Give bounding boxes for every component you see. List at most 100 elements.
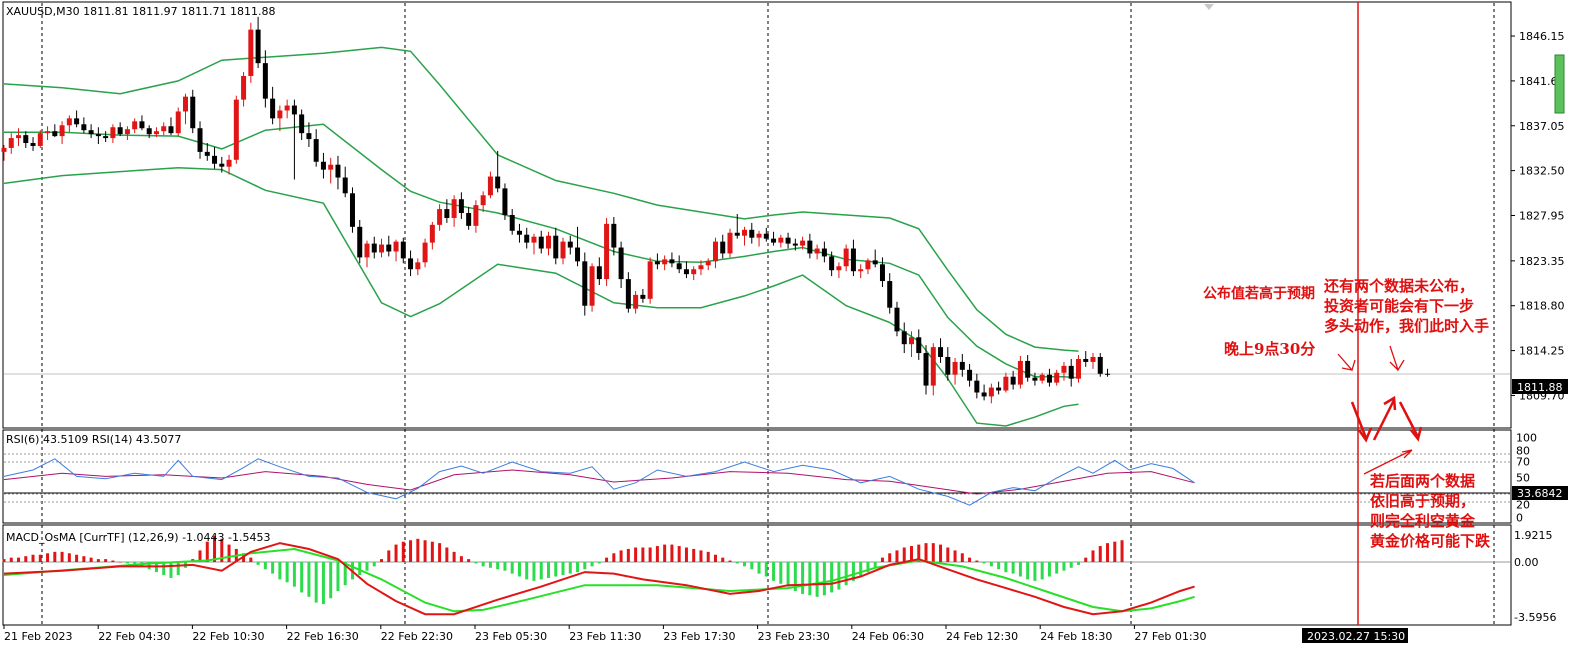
- macd-histogram-bar: [953, 550, 957, 562]
- rsi-tick-label: 50: [1516, 472, 1530, 485]
- zoom-scroll-handle[interactable]: [1554, 54, 1565, 114]
- candle-body: [502, 188, 508, 215]
- candle-body: [742, 229, 748, 236]
- candle-body: [45, 131, 51, 134]
- candlestick-series: [1, 16, 1111, 404]
- time-tick-label: 21 Feb 2023: [4, 630, 72, 643]
- macd-histogram-bar: [38, 554, 42, 562]
- annotation-if-higher: 公布值若高于预期: [1203, 285, 1315, 302]
- candle-body: [95, 134, 101, 137]
- macd-histogram-bar: [830, 562, 834, 593]
- price-tick-label: 1827.95: [1519, 209, 1565, 222]
- candle-body: [604, 223, 610, 280]
- macd-histogram-bar: [873, 562, 877, 568]
- candle-body: [8, 138, 14, 148]
- candle-body: [611, 223, 617, 248]
- candle-body: [219, 163, 225, 167]
- macd-histogram-bar: [677, 546, 681, 562]
- candle-body: [146, 128, 152, 135]
- macd-histogram-bar: [837, 562, 841, 590]
- macd-histogram-bar: [880, 557, 884, 562]
- macd-histogram-bar: [1026, 562, 1030, 580]
- candle-body: [930, 347, 936, 386]
- symbol-info: XAUUSD,M30 1811.81 1811.97 1811.71 1811.…: [6, 5, 276, 18]
- macd-histogram-bar: [844, 562, 848, 586]
- candle-body: [393, 241, 399, 252]
- arrow-down-2: [1398, 401, 1420, 438]
- candle-body: [204, 151, 210, 156]
- macd-histogram-bar: [1113, 541, 1117, 562]
- candle-body: [865, 260, 871, 270]
- candle-body: [720, 241, 726, 254]
- macd-histogram-bar: [525, 562, 529, 580]
- candle-body: [771, 238, 777, 243]
- macd-histogram-bar: [459, 556, 463, 562]
- candle-body: [821, 248, 827, 257]
- macd-histogram-bar: [387, 550, 391, 562]
- macd-tick-label: -3.5956: [1514, 611, 1556, 624]
- bollinger-lower: [3, 166, 1079, 427]
- axis-labels: 1846.15 1841.60 1837.05 1832.50 1827.95 1823.…: [3, 30, 1565, 643]
- macd-histogram-bar: [561, 562, 565, 576]
- candle-body: [248, 29, 254, 76]
- candle-body: [647, 261, 653, 299]
- macd-histogram-bar: [866, 562, 870, 573]
- macd-histogram-bar: [365, 562, 369, 571]
- macd-histogram-bar: [198, 550, 202, 562]
- price-tick-label: 1832.50: [1519, 165, 1565, 178]
- candle-body: [959, 361, 965, 370]
- macd-histogram-bar: [859, 562, 863, 577]
- macd-histogram-bar: [75, 554, 79, 562]
- macd-histogram-bar: [590, 562, 594, 567]
- arrow-up-head: [1383, 395, 1397, 411]
- time-tick-label: 22 Feb 10:30: [192, 630, 264, 643]
- macd-histogram-bar: [31, 554, 35, 562]
- macd-histogram-bar: [1033, 562, 1037, 581]
- macd-histogram-bar: [597, 562, 601, 564]
- macd-histogram-bar: [510, 562, 514, 574]
- macd-histogram-bar: [539, 562, 543, 580]
- macd-histogram-bar: [1018, 562, 1022, 577]
- macd-histogram-bar: [2, 559, 6, 562]
- macd-histogram-bar: [314, 562, 318, 603]
- candle-body: [792, 243, 798, 246]
- candle-body: [59, 125, 65, 137]
- macd-histogram-bar: [924, 543, 928, 562]
- candle-body: [400, 241, 406, 259]
- rsi-tick-label: 100: [1516, 432, 1537, 445]
- macd-histogram-bar: [1004, 562, 1008, 573]
- candle-body: [1003, 376, 1009, 391]
- candle-body: [589, 266, 595, 306]
- rsi-pane: [2, 429, 1512, 524]
- candle-body: [575, 247, 581, 262]
- candle-body: [988, 387, 994, 397]
- macd-histogram-bar: [779, 562, 783, 584]
- macd-histogram-bar: [409, 540, 413, 562]
- candle-body: [625, 279, 631, 309]
- candle-body: [1061, 365, 1067, 373]
- macd-histogram-bar: [292, 562, 296, 587]
- candle-body: [829, 256, 835, 271]
- macd-histogram-bar: [605, 557, 609, 562]
- candle-body: [1105, 373, 1111, 375]
- macd-histogram-bar: [249, 557, 253, 562]
- price-tick-label: 1837.05: [1519, 120, 1565, 133]
- candle-body: [1083, 358, 1089, 362]
- candle-body: [516, 230, 522, 235]
- macd-histogram-bar: [343, 562, 347, 586]
- macd-histogram-bar: [910, 546, 913, 562]
- candle-body: [299, 114, 305, 134]
- macd-histogram-bar: [67, 553, 71, 562]
- macd-histogram-bar: [663, 544, 667, 562]
- candle-body: [110, 127, 116, 139]
- rsi14-line: [3, 469, 1195, 495]
- chart-shift-marker[interactable]: [1204, 4, 1214, 10]
- candle-body: [633, 294, 639, 309]
- macd-histogram-bar: [764, 562, 768, 577]
- macd-histogram-bar: [619, 550, 623, 562]
- annotation-both-higher-3: 则完全利空黄金: [1370, 512, 1476, 530]
- candle-body: [858, 269, 864, 272]
- macd-histogram-bar: [118, 562, 122, 563]
- candle-body: [342, 177, 348, 194]
